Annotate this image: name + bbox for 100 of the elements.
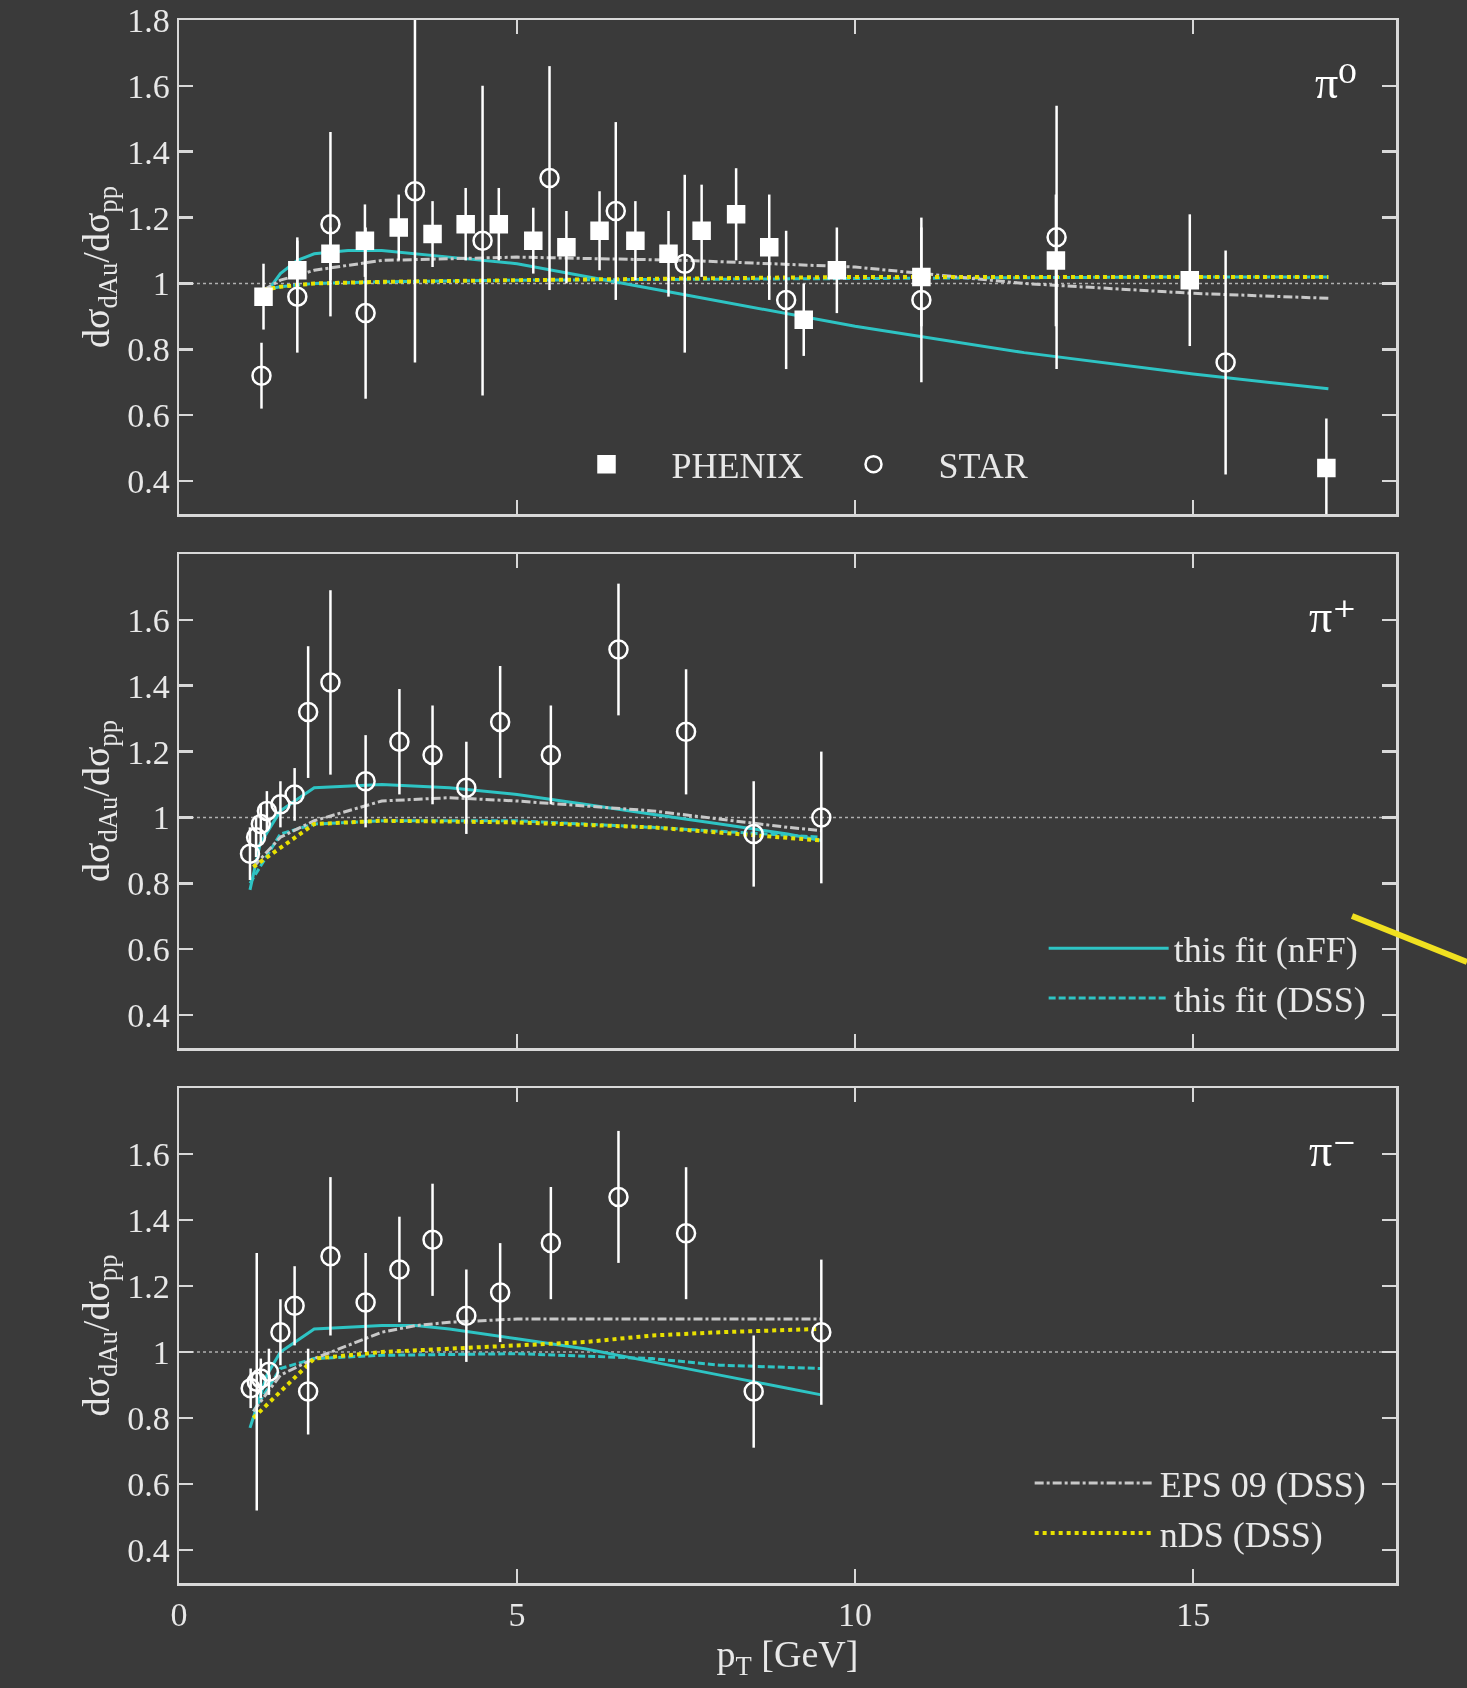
- legend-label: EPS 09 (DSS): [1159, 1465, 1366, 1506]
- point: [1046, 227, 1067, 248]
- point: [743, 1381, 764, 1402]
- point: [456, 1305, 477, 1326]
- point: [250, 813, 272, 835]
- point: [540, 1232, 562, 1254]
- point: [692, 221, 711, 241]
- point: [626, 231, 645, 250]
- point: [524, 231, 543, 250]
- y-tick-label: 0.8: [127, 331, 170, 369]
- point: [320, 213, 341, 235]
- point: [760, 237, 779, 257]
- point: [389, 218, 408, 237]
- point: [355, 770, 376, 792]
- point: [775, 289, 797, 311]
- y-tick-label: 1.6: [127, 67, 170, 105]
- y-tick-label: 1.4: [127, 1201, 170, 1239]
- y-tick-label: 1.6: [127, 1135, 170, 1173]
- point: [256, 800, 278, 822]
- y-tick-label: 0.6: [127, 397, 170, 435]
- point: [811, 1321, 832, 1343]
- point: [675, 721, 697, 743]
- point: [320, 1246, 341, 1267]
- x-axis-title: p$_{T}$ [GeV]: [716, 1633, 859, 1682]
- x-tick-label: 15: [1176, 1596, 1211, 1634]
- y-tick-label: 1.6: [127, 601, 170, 639]
- point: [389, 731, 410, 752]
- point: [794, 310, 813, 329]
- point: [404, 181, 426, 202]
- point: [456, 777, 477, 799]
- point: [1215, 352, 1236, 373]
- point: [605, 200, 627, 222]
- y-tick-label: 1.2: [127, 199, 170, 237]
- y-tick-label: 1.2: [127, 1267, 170, 1305]
- x-tick-label: 10: [838, 1596, 873, 1634]
- y-tick-label: 1.8: [127, 1, 170, 39]
- point: [1180, 270, 1200, 290]
- y-tick-label: 0.4: [127, 462, 170, 500]
- point: [240, 1378, 261, 1399]
- point: [422, 744, 443, 766]
- point: [389, 1259, 410, 1280]
- point: [489, 711, 511, 733]
- point: [489, 214, 509, 234]
- x-tick-label: 5: [508, 1596, 526, 1634]
- point: [355, 1292, 376, 1313]
- y-tick-label: 0.4: [127, 1531, 170, 1569]
- point: [251, 365, 272, 386]
- point: [284, 784, 305, 805]
- y-tick-label: 1.2: [127, 733, 170, 771]
- y-tick-label: 0.8: [127, 1399, 170, 1437]
- y-tick-label: 0.6: [127, 931, 170, 969]
- annotation: π⁰: [1315, 57, 1357, 108]
- point: [726, 205, 746, 224]
- point: [297, 701, 319, 723]
- point: [246, 1371, 267, 1392]
- point: [297, 1381, 319, 1402]
- point: [743, 823, 764, 845]
- y-tick-label: 1: [152, 265, 170, 303]
- point: [659, 244, 678, 264]
- point: [258, 1361, 280, 1383]
- y-tick-label: 1.4: [127, 667, 170, 705]
- y-tick-label: 0.4: [127, 996, 170, 1034]
- point: [254, 287, 273, 306]
- point: [456, 214, 475, 234]
- point: [590, 221, 609, 241]
- point: [674, 253, 695, 274]
- point: [288, 261, 307, 280]
- point: [422, 1229, 443, 1251]
- point: [270, 794, 291, 815]
- legend-label: PHENIX: [671, 446, 804, 487]
- y-tick-label: 1: [152, 1333, 170, 1371]
- annotation: π⁻: [1309, 1125, 1357, 1176]
- point: [557, 237, 576, 257]
- point: [811, 807, 832, 828]
- annotation: π⁺: [1309, 591, 1357, 642]
- point: [827, 261, 847, 280]
- point: [911, 289, 932, 311]
- y-tick-label: 0.8: [127, 865, 170, 903]
- point: [540, 744, 562, 766]
- y-tick-label: 1.4: [127, 133, 170, 171]
- legend-label: this fit (DSS): [1173, 979, 1366, 1020]
- point: [355, 302, 376, 324]
- legend-label: nDS (DSS): [1159, 1514, 1323, 1555]
- point: [539, 167, 560, 189]
- point: [608, 1186, 629, 1208]
- y-tick-label: 1: [152, 799, 170, 837]
- point: [1317, 458, 1336, 478]
- legend-label: this fit (nFF): [1173, 930, 1358, 971]
- point: [608, 639, 629, 660]
- point: [270, 1321, 291, 1343]
- y-tick-label: 0.6: [127, 1465, 170, 1503]
- point: [472, 230, 493, 251]
- point: [239, 843, 261, 864]
- point: [423, 224, 442, 244]
- line-series: [251, 1317, 823, 1413]
- point: [284, 1295, 305, 1317]
- point: [320, 672, 341, 693]
- point: [675, 1222, 697, 1244]
- point: [489, 1282, 511, 1303]
- point: [245, 826, 267, 848]
